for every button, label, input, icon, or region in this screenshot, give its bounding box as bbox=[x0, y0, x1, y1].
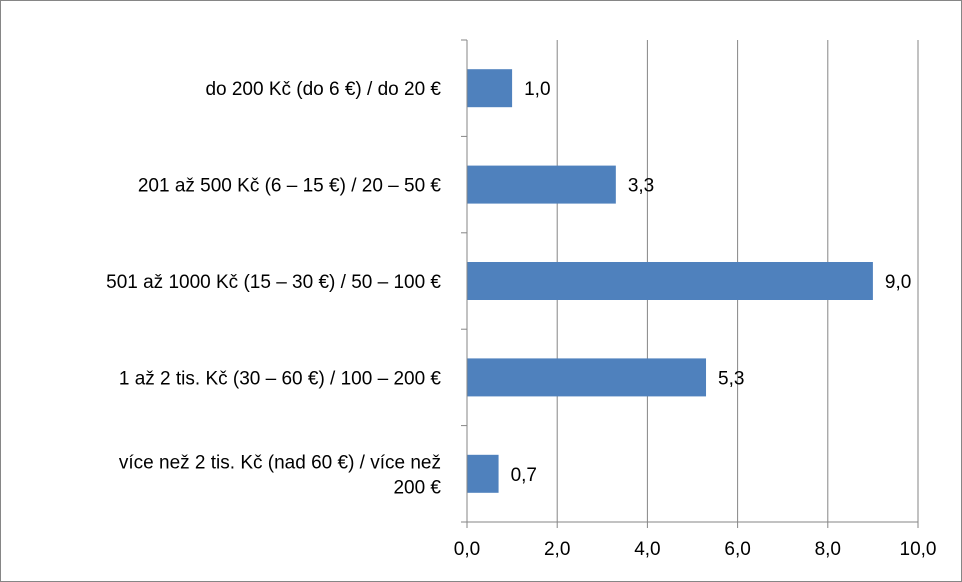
category-label: do 200 Kč (do 6 €) / do 20 € bbox=[205, 79, 441, 100]
data-label: 5,3 bbox=[718, 368, 744, 389]
category-label: 201 až 500 Kč (6 – 15 €) / 20 – 50 € bbox=[138, 176, 442, 197]
category-label: 501 až 1000 Kč (15 – 30 €) / 50 – 100 € bbox=[106, 272, 441, 293]
label-layer: 1,0 do 200 Kč (do 6 €) / do 20 € 3,3 201 až… bbox=[106, 79, 936, 560]
data-label: 3,3 bbox=[628, 176, 654, 197]
x-tick-label: 4,0 bbox=[634, 539, 660, 560]
bar bbox=[467, 262, 873, 300]
bar bbox=[467, 165, 616, 204]
data-label: 9,0 bbox=[885, 272, 911, 293]
x-tick-label: 0,0 bbox=[454, 539, 480, 560]
bar bbox=[467, 69, 513, 108]
x-tick-label: 8,0 bbox=[815, 539, 841, 560]
x-tick-label: 2,0 bbox=[544, 539, 570, 560]
bar-layer bbox=[467, 69, 873, 493]
x-tick-label: 6,0 bbox=[724, 539, 750, 560]
bar bbox=[467, 454, 499, 493]
category-label: 1 až 2 tis. Kč (30 – 60 €) / 100 – 200 € bbox=[119, 368, 442, 389]
category-label: více než 2 tis. Kč (nad 60 €) / více než… bbox=[119, 452, 442, 498]
axis-layer bbox=[461, 39, 919, 528]
data-label: 0,7 bbox=[511, 465, 537, 486]
data-label: 1,0 bbox=[524, 79, 550, 100]
bar bbox=[467, 358, 707, 397]
x-tick-label: 10,0 bbox=[900, 539, 937, 560]
